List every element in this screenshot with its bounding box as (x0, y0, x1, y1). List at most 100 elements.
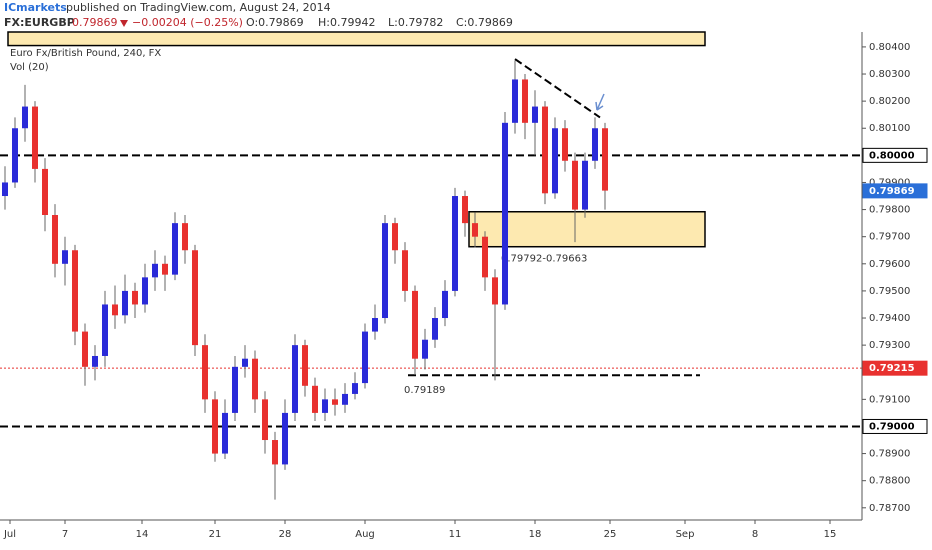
y-tick-label: 0.79800 (869, 205, 910, 216)
candle-body (502, 122, 508, 305)
candle-body (122, 290, 128, 316)
candle-body (362, 331, 368, 384)
candle-body (192, 250, 198, 346)
candle-body (282, 412, 288, 465)
candle-body (512, 79, 518, 123)
price-badge-label: 0.79869 (869, 186, 915, 197)
published: published on TradingView.com, August 24,… (66, 1, 331, 14)
candle-body (432, 318, 438, 340)
change: −0.00204 (−0.25%) (132, 16, 243, 29)
low: L:0.79782 (388, 16, 443, 29)
y-tick-label: 0.79600 (869, 259, 910, 270)
price-badge-label: 0.79215 (869, 363, 915, 374)
candle-body (292, 345, 298, 413)
candle-body (222, 412, 228, 454)
candle-body (352, 383, 358, 394)
candle-body (542, 106, 548, 194)
candle-body (312, 385, 318, 413)
candle-body (572, 160, 578, 210)
candle-body (82, 331, 88, 367)
y-tick-label: 0.80400 (869, 42, 910, 53)
candle-body (412, 290, 418, 359)
candle-body (522, 79, 528, 123)
candle-body (462, 196, 468, 224)
candle-body (162, 263, 168, 275)
candle-body (22, 106, 28, 129)
price-badge (862, 183, 928, 199)
close: C:0.79869 (456, 16, 513, 29)
candle-body (532, 106, 538, 123)
candle-body (392, 223, 398, 251)
candle-body (372, 318, 378, 332)
candle-body (442, 290, 448, 319)
x-tick-label: 25 (604, 529, 617, 540)
x-tick-label: Jul (3, 529, 16, 540)
y-tick-label: 0.78800 (869, 476, 910, 487)
last-price: 0.79869 (72, 16, 118, 29)
open: O:0.79869 (246, 16, 304, 29)
candle-body (562, 128, 568, 161)
candle-body (12, 128, 18, 183)
y-tick-label: 0.80200 (869, 96, 910, 107)
candle-body (342, 393, 348, 405)
candle-body (302, 345, 308, 386)
trendline (514, 58, 601, 119)
axis-bg (0, 520, 862, 550)
marker-label: 0.79189 (404, 385, 445, 396)
candle-body (422, 339, 428, 359)
candle-body (112, 304, 118, 316)
candle-body (472, 223, 478, 237)
candle-body (242, 358, 248, 367)
y-tick-label: 0.79100 (869, 394, 910, 405)
candle-body (582, 160, 588, 210)
zone (468, 210, 706, 248)
y-tick-label: 0.80300 (869, 69, 910, 80)
plot: 0.79792-0.79663 0.79189 0.78700 0.78800 0.78… (0, 31, 932, 550)
candle-body (212, 399, 218, 454)
high: H:0.79942 (318, 16, 375, 29)
x-tick-label: 11 (449, 529, 462, 540)
x-tick-label: 8 (752, 529, 758, 540)
y-tick-label: 0.79700 (869, 232, 910, 243)
candle-body (102, 304, 108, 356)
candle-body (52, 215, 58, 264)
candle-body (552, 128, 558, 194)
candle-body (92, 355, 98, 367)
candle-body (452, 196, 458, 291)
candle-body (142, 277, 148, 305)
x-tick-label: Aug (355, 529, 375, 540)
candle-body (182, 223, 188, 251)
y-tick-label: 0.78900 (869, 449, 910, 460)
symbol: FX:EURGBP (4, 16, 75, 29)
candle-body (42, 168, 48, 215)
candle-body (72, 250, 78, 332)
chart-title: Euro Fx/British Pound, 240, FX (10, 48, 161, 59)
candle-body (482, 236, 488, 278)
x-tick-label: 21 (209, 529, 222, 540)
candle-body (2, 182, 8, 197)
y-tick-label: 0.79900 (869, 177, 910, 188)
candle-body (172, 223, 178, 275)
candle-body (232, 366, 238, 413)
candle-body (62, 250, 68, 264)
y-tick-label: 0.79400 (869, 313, 910, 324)
candle-body (592, 128, 598, 161)
zone (7, 31, 706, 47)
candle-body (252, 358, 258, 400)
price-badge-label: 0.80000 (869, 150, 915, 161)
price-badge (862, 360, 928, 376)
author[interactable]: ICmarkets (4, 1, 67, 14)
candle-body (132, 290, 138, 305)
x-tick-label: 14 (136, 529, 149, 540)
chart-subtitle: Vol (20) (10, 62, 49, 73)
axis-bg (862, 32, 932, 550)
x-tick-label: 18 (529, 529, 542, 540)
candle-body (262, 399, 268, 441)
candle-body (382, 223, 388, 319)
x-tick-label: 28 (279, 529, 292, 540)
candle-body (402, 250, 408, 291)
arrow (595, 93, 605, 111)
candle-body (492, 277, 498, 305)
y-tick-label: 0.78700 (869, 503, 910, 514)
